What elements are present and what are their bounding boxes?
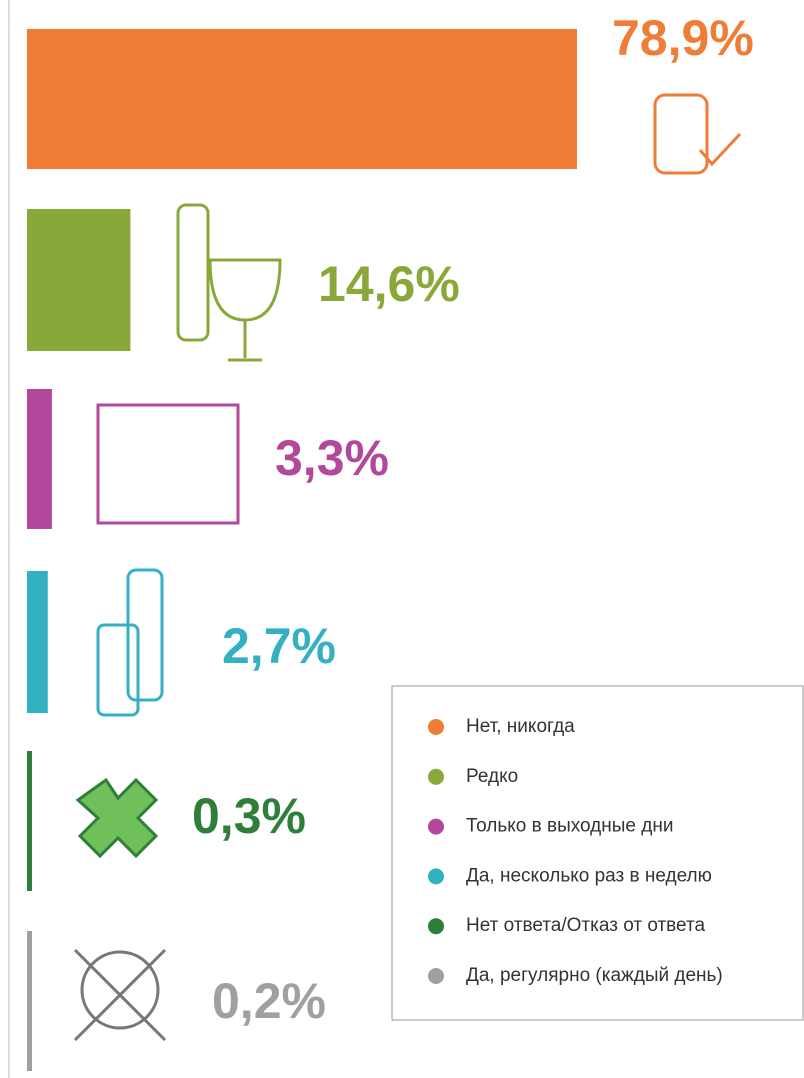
calendar-icon xyxy=(96,403,240,525)
bones-icon xyxy=(73,948,167,1042)
value-label: 78,9% xyxy=(612,10,754,66)
legend-marker xyxy=(428,818,444,835)
bar xyxy=(27,931,32,1071)
bar xyxy=(27,751,32,891)
legend-label: Да, регулярно (каждый день) xyxy=(466,965,723,986)
jar-icon xyxy=(653,93,709,175)
cross-icon xyxy=(75,777,159,859)
legend-marker xyxy=(428,918,444,935)
value-label: 14,6% xyxy=(318,256,460,312)
glass-icon xyxy=(208,258,282,362)
legend-marker xyxy=(428,868,444,885)
legend-label: Да, несколько раз в неделю xyxy=(466,865,712,886)
bar xyxy=(27,571,48,713)
value-label: 0,3% xyxy=(192,788,306,844)
bottle-icon xyxy=(126,568,164,702)
bar xyxy=(27,389,52,529)
legend-label: Редко xyxy=(466,766,518,787)
bar xyxy=(27,209,131,351)
legend-marker xyxy=(428,968,444,984)
legend-box xyxy=(391,685,804,1021)
value-label: 3,3% xyxy=(275,430,389,486)
value-label: 0,2% xyxy=(212,973,326,1029)
legend-marker xyxy=(428,768,444,785)
bar xyxy=(27,29,577,169)
legend-label: Нет, никогда xyxy=(466,716,575,737)
bottle-icon xyxy=(176,203,210,342)
skull-icon xyxy=(80,950,160,1030)
legend-label: Нет ответа/Отказ от ответа xyxy=(466,915,705,936)
legend-marker xyxy=(428,719,444,735)
value-label: 2,7% xyxy=(222,618,336,674)
mug-icon xyxy=(96,623,140,717)
icons xyxy=(73,93,742,1042)
check-icon xyxy=(698,132,742,167)
legend-label: Только в выходные дни xyxy=(466,816,673,837)
